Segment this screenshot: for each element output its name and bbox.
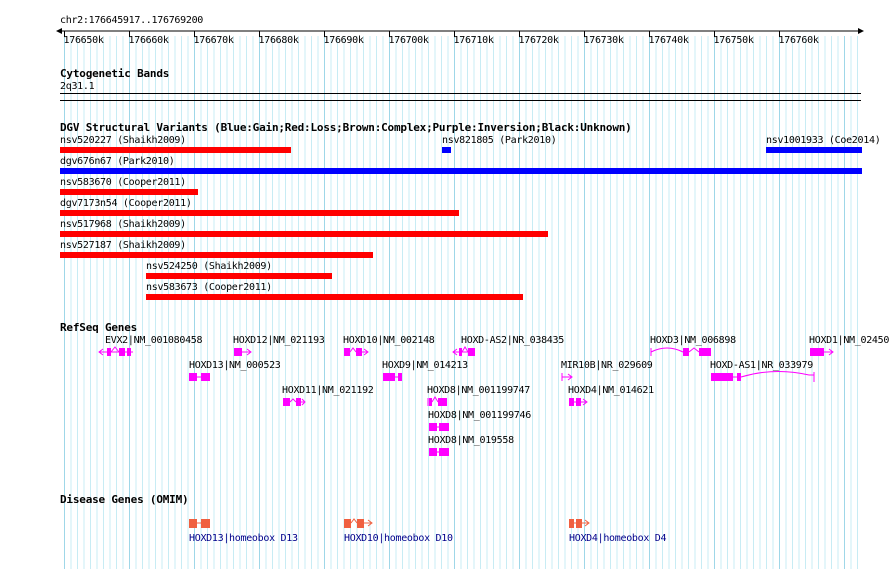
gene-label: HOXD-AS2|NR_038435 [461,335,564,346]
gene-label: HOXD11|NM_021192 [282,385,374,396]
gene-glyph-evx2[interactable] [97,346,137,358]
variant-label: dgv676n67 (Park2010) [60,156,175,167]
gene-glyph-hoxd11[interactable] [283,396,307,408]
gene-glyph-mir10b[interactable] [561,371,576,383]
gene-label: MIR10B|NR_029609 [561,360,653,371]
variant-gain-bar[interactable] [766,147,862,153]
ruler-tick-label: 176760k [778,35,819,46]
gene-glyph-hoxd9[interactable] [383,371,407,383]
variant-label: nsv583670 (Cooper2011) [60,177,186,188]
variant-label: nsv821805 (Park2010) [442,135,557,146]
cyto-track-title: Cytogenetic Bands [60,67,170,80]
variant-label: nsv517968 (Shaikh2009) [60,219,186,230]
variant-gain-bar[interactable] [442,147,451,153]
ruler-tick-label: 176720k [518,35,559,46]
gene-label: HOXD8|NM_019558 [428,435,514,446]
omim-track-title: Disease Genes (OMIM) [60,493,189,506]
gene-label: EVX2|NM_001080458 [105,335,203,346]
omim-glyph-hoxd13[interactable] [189,518,213,530]
cyto-band-label: 2q31.1 [60,81,95,92]
variant-gain-bar[interactable] [60,168,862,174]
gene-glyph-hoxd1[interactable] [810,346,836,358]
ruler-tick-label: 176700k [388,35,429,46]
gene-glyph-hoxd-as1[interactable] [711,370,819,383]
omim-glyph-hoxd10[interactable] [344,518,376,530]
gene-glyph-hoxd13[interactable] [189,371,213,383]
gene-label: HOXD8|NM_001199747 [427,385,530,396]
cyto-band-bottom-line [60,100,861,101]
ruler-tick-label: 176750k [713,35,754,46]
cyto-band-top-line [60,93,861,94]
variant-label: nsv1001933 (Coe2014) [766,135,881,146]
gene-label: HOXD-AS1|NR_033979 [710,360,813,371]
ruler-tick-label: 176730k [583,35,624,46]
gene-glyph-hoxd8-b[interactable] [429,421,451,433]
variant-label: dgv7173n54 (Cooper2011) [60,198,192,209]
variant-label: nsv524250 (Shaikh2009) [146,261,272,272]
variant-label: nsv583673 (Cooper2011) [146,282,272,293]
variant-label: nsv520227 (Shaikh2009) [60,135,186,146]
gene-label: HOXD4|NM_014621 [568,385,654,396]
omim-glyph-hoxd4[interactable] [569,518,595,530]
refseq-track-title: RefSeq Genes [60,321,138,334]
gene-label: HOXD9|NM_014213 [382,360,468,371]
ruler-tick-label: 176660k [128,35,169,46]
variant-loss-bar[interactable] [60,147,291,153]
ruler-tick-label: 176740k [648,35,689,46]
omim-gene-label[interactable]: HOXD4|homeobox D4 [569,533,667,544]
gene-glyph-hoxd12[interactable] [234,346,254,358]
ruler-tick-label: 176670k [193,35,234,46]
gene-label: HOXD1|NM_024501 [809,335,890,346]
gene-label: HOXD13|NM_000523 [189,360,281,371]
variant-loss-bar[interactable] [60,189,198,195]
variant-loss-bar[interactable] [146,273,332,279]
gene-glyph-hoxd-as2[interactable] [452,346,479,358]
ruler-tick-label: 176710k [453,35,494,46]
location-label: chr2:176645917..176769200 [60,15,204,26]
gene-label: HOXD12|NM_021193 [233,335,325,346]
dgv-track-title: DGV Structural Variants (Blue:Gain;Red:L… [60,121,632,134]
ruler-tick-label: 176680k [258,35,299,46]
variant-loss-bar[interactable] [146,294,523,300]
gene-label: HOXD8|NM_001199746 [428,410,531,421]
gene-glyph-hoxd3[interactable] [650,346,713,358]
gene-label: HOXD10|NM_002148 [343,335,435,346]
ruler-tick-label: 176690k [323,35,364,46]
omim-gene-label[interactable]: HOXD13|homeobox D13 [189,533,298,544]
gene-glyph-hoxd4[interactable] [569,396,591,408]
gene-glyph-hoxd10[interactable] [344,346,370,358]
gene-glyph-hoxd8-a[interactable] [427,396,450,408]
ruler-axis [56,28,864,37]
ruler-tick-label: 176650k [63,35,104,46]
gene-glyph-hoxd8-c[interactable] [429,446,451,458]
variant-label: nsv527187 (Shaikh2009) [60,240,186,251]
variant-loss-bar[interactable] [60,231,548,237]
variant-loss-bar[interactable] [60,210,459,216]
variant-loss-bar[interactable] [60,252,373,258]
gene-label: HOXD3|NM_006898 [650,335,736,346]
omim-gene-label[interactable]: HOXD10|homeobox D10 [344,533,453,544]
